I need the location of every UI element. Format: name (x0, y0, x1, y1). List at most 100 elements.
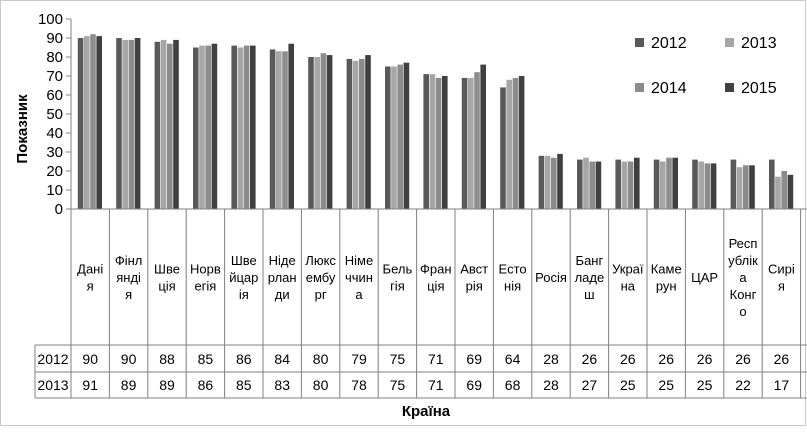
bar-2014 (474, 72, 480, 209)
bar-2014 (704, 163, 711, 209)
bar-2015 (518, 76, 525, 209)
bar-2014 (282, 51, 288, 209)
table-cell: 25 (697, 377, 713, 393)
bar-2013 (276, 51, 282, 209)
y-tick-label: 90 (46, 30, 63, 47)
bar-2013 (698, 161, 704, 209)
table-cell: 83 (274, 377, 290, 393)
bar-2012 (423, 74, 429, 209)
table-cell: 69 (466, 351, 482, 367)
y-tick-label: 70 (46, 68, 63, 85)
bar-2013 (199, 45, 205, 209)
table-cell: 26 (582, 351, 598, 367)
category-label: Росія (535, 270, 567, 285)
bar-2012 (500, 87, 506, 209)
table-cell: 26 (658, 351, 674, 367)
bar-2012 (653, 159, 660, 209)
table-cell: 25 (658, 377, 674, 393)
table-cell: 85 (198, 351, 214, 367)
y-tick-label: 10 (46, 182, 63, 199)
table-cell: 68 (505, 377, 521, 393)
table-cell: 69 (466, 377, 482, 393)
axis-layer: 0 10 20 30 40 50 60 70 80 90 100 (38, 11, 72, 218)
bar-2015 (557, 153, 563, 209)
y-tick-label: 30 (46, 144, 63, 161)
table-cell: 28 (543, 377, 559, 393)
category-label: Каме рун (651, 262, 682, 294)
bar-2015 (595, 161, 602, 209)
category-label: Німе ччин а (345, 253, 373, 302)
category-label: Ніде рлан ди (268, 253, 297, 302)
bar-2012 (577, 159, 583, 209)
category-label: Норв егія (190, 262, 221, 294)
bar-2013 (429, 74, 436, 209)
bar-2015 (787, 174, 794, 209)
bar-2014 (666, 157, 672, 209)
bar-2014 (243, 45, 250, 209)
bar-2012 (692, 159, 698, 209)
bar-2015 (480, 64, 486, 209)
bar-2013 (314, 57, 320, 209)
bar-2012 (730, 159, 737, 209)
bar-2015 (173, 39, 179, 210)
bar-2012 (385, 66, 391, 209)
bar-2014 (627, 161, 634, 209)
legend-swatch-2015 (725, 83, 734, 92)
table-cell: 75 (390, 351, 406, 367)
bar-2013 (621, 161, 628, 209)
bar-2012 (231, 45, 237, 209)
table-cell: 22 (735, 377, 751, 393)
y-tick-label: 80 (46, 49, 63, 66)
bar-2014 (589, 161, 595, 209)
bar-2013 (583, 157, 589, 209)
category-label: Сирі я (768, 262, 795, 294)
category-label: Фінл янді я (115, 253, 143, 302)
bar-2015 (365, 55, 371, 209)
bar-2015 (250, 45, 256, 209)
y-tick-label: 50 (46, 106, 63, 123)
bar-2013 (660, 161, 666, 209)
table-cell: 80 (313, 351, 329, 367)
category-label: Шве ція (154, 262, 180, 294)
y-tick-label: 100 (38, 11, 63, 28)
bar-2012 (615, 159, 621, 209)
table-row-label: 2012 (37, 351, 68, 367)
table-cell: 64 (505, 351, 521, 367)
bar-2015 (96, 36, 102, 209)
table-cell: 25 (620, 377, 636, 393)
category-label: Люкс ембу рг (305, 253, 336, 302)
y-tick-label: 40 (46, 125, 63, 142)
bar-2013 (237, 47, 244, 209)
category-label: Респ ублік а Конг о (728, 236, 758, 319)
bar-2014 (167, 43, 173, 210)
table-cell: 26 (697, 351, 713, 367)
bar-2014 (397, 64, 403, 209)
bar-2014 (781, 171, 787, 209)
category-label: Есто нія (499, 262, 527, 294)
table-cell: 84 (274, 351, 290, 367)
legend-swatch-2013 (725, 38, 734, 47)
x-axis-label: Країна (402, 403, 451, 420)
bars-layer (77, 34, 794, 210)
table-cell: 79 (351, 351, 367, 367)
bar-2015 (710, 163, 717, 209)
table-cell: 71 (428, 377, 444, 393)
bar-2015 (403, 62, 410, 210)
category-label: Бель гія (383, 262, 413, 294)
table-cell: 78 (351, 377, 367, 393)
table-cell: 86 (198, 377, 214, 393)
bar-2014 (435, 77, 442, 210)
bar-2012 (269, 49, 276, 210)
data-table: Дані я Фінл янді я Шве ція Норв егія Шве йцар ія Нід… (34, 208, 807, 399)
table-cell: 26 (735, 351, 751, 367)
legend-label-2012: 2012 (651, 35, 687, 52)
bar-2013 (391, 66, 397, 209)
legend-swatch-2012 (635, 38, 644, 47)
table-cell: 85 (236, 377, 252, 393)
bar-2012 (461, 77, 468, 210)
category-label: ЦАР (691, 270, 718, 285)
table-cell: 26 (774, 351, 790, 367)
bar-2013 (468, 77, 474, 210)
bar-2013 (352, 60, 359, 209)
